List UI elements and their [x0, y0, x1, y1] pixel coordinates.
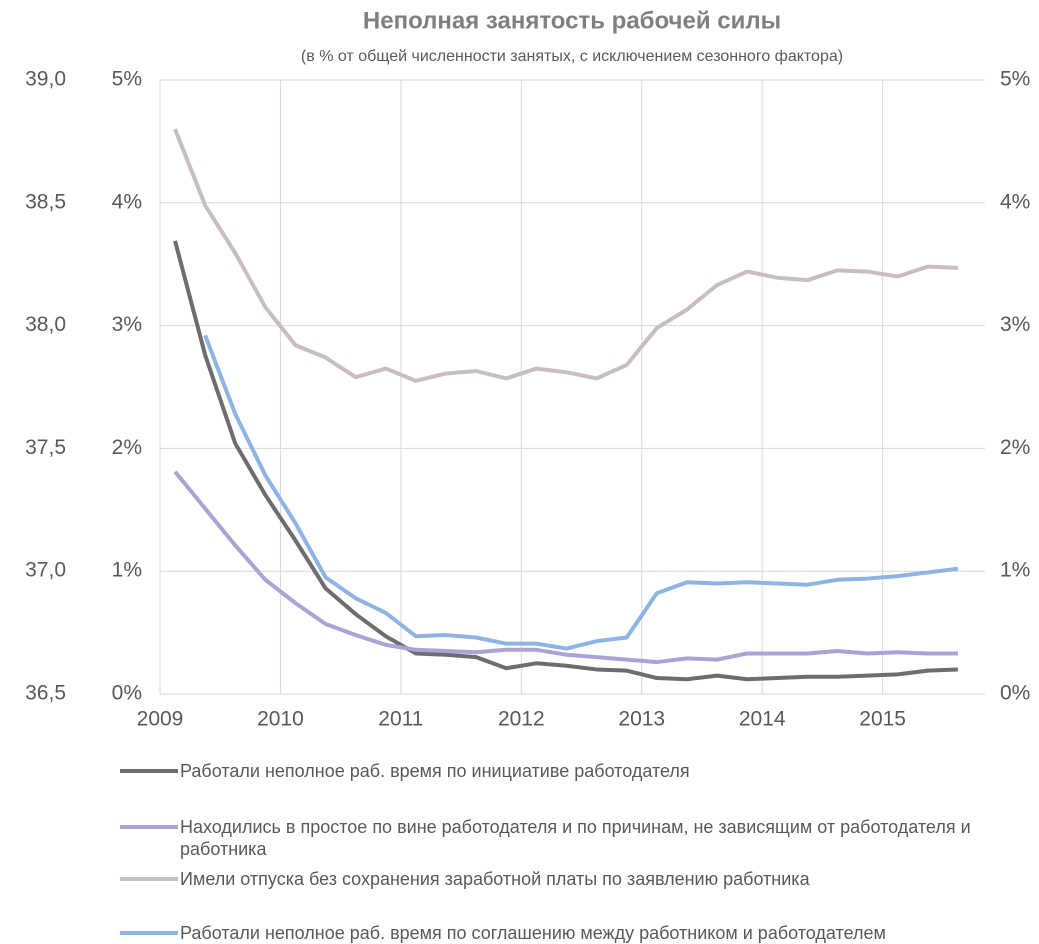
series-line: [173, 240, 958, 682]
y3-tick-label: 36,5: [25, 682, 66, 705]
y2-tick-label: 1%: [1000, 559, 1030, 582]
x-tick-label: 2015: [859, 708, 906, 731]
x-tick-label: 2014: [739, 708, 786, 731]
y3-tick-label: 38,5: [25, 190, 66, 213]
y2-tick-label: 2%: [1000, 436, 1030, 459]
x-tick-label: 2011: [378, 708, 423, 731]
x-tick-label: 2009: [137, 708, 184, 731]
x-tick-label: 2012: [498, 708, 545, 731]
y-tick-label: 4%: [112, 190, 142, 213]
legend-label: Имели отпуска без сохранения заработной …: [180, 869, 810, 889]
legend-label: Работали неполное раб. время по соглашен…: [180, 923, 886, 943]
series-line: [203, 334, 959, 651]
series-line: [173, 128, 958, 383]
y2-tick-label: 5%: [1000, 68, 1030, 91]
legend-label: Находились в простое по вине работодател…: [180, 817, 971, 859]
y3-tick-label: 38,0: [25, 313, 66, 336]
y2-tick-label: 0%: [1000, 682, 1030, 705]
y3-tick-label: 39,0: [25, 68, 66, 91]
y-tick-label: 0%: [112, 682, 142, 705]
y3-tick-label: 37,5: [25, 436, 66, 459]
series-line: [173, 470, 958, 665]
x-tick-label: 2010: [257, 708, 304, 731]
chart-title: Неполная занятость рабочей силы: [363, 7, 781, 34]
y-tick-label: 5%: [112, 68, 142, 91]
y2-tick-label: 4%: [1000, 190, 1030, 213]
y-tick-label: 3%: [112, 313, 142, 336]
x-tick-label: 2013: [618, 708, 665, 731]
y2-tick-label: 3%: [1000, 313, 1030, 336]
y-tick-label: 1%: [112, 559, 142, 582]
y-tick-label: 2%: [112, 436, 142, 459]
y3-tick-label: 37,0: [25, 559, 66, 582]
chart-subtitle: (в % от общей численности занятых, с иск…: [301, 48, 843, 65]
legend-label: Работали неполное раб. время по инициати…: [180, 761, 690, 781]
